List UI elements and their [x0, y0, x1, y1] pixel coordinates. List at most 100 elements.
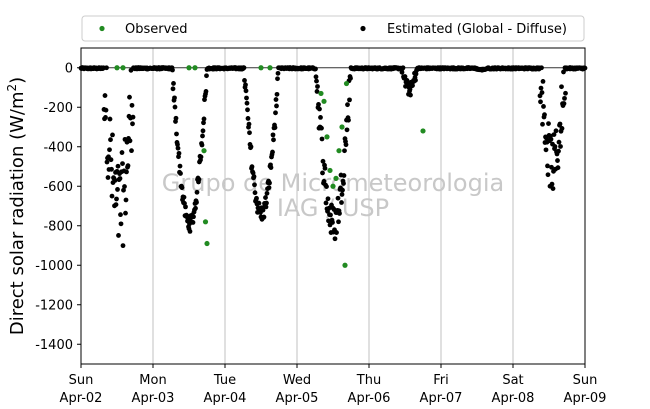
estimated-point	[559, 84, 564, 90]
y-tick-label: -1200	[35, 298, 73, 313]
estimated-point	[193, 205, 198, 211]
observed-point	[114, 65, 120, 71]
estimated-point	[549, 181, 555, 187]
estimated-point	[266, 185, 272, 191]
estimated-point	[107, 147, 112, 153]
estimated-point	[347, 97, 352, 103]
estimated-point	[270, 149, 275, 155]
estimated-point	[241, 65, 247, 71]
estimated-point	[242, 78, 247, 83]
estimated-point	[320, 158, 326, 164]
x-tick-label-date: Apr-06	[348, 391, 391, 406]
estimated-point	[273, 97, 279, 102]
estimated-point	[104, 159, 110, 165]
estimated-point	[172, 104, 178, 110]
estimated-point	[274, 103, 279, 109]
y-axis-label-superscript: 2	[5, 84, 19, 92]
estimated-point	[404, 78, 410, 83]
estimated-point	[549, 164, 554, 170]
x-tick-label-day: Wed	[283, 373, 311, 388]
estimated-point	[252, 190, 258, 196]
observed-point	[343, 80, 350, 87]
estimated-point	[248, 144, 254, 150]
estimated-point	[199, 142, 205, 148]
estimated-point	[125, 163, 131, 169]
estimated-point	[263, 195, 268, 200]
estimated-point	[175, 145, 181, 151]
estimated-point	[553, 128, 559, 134]
estimated-point	[112, 177, 118, 183]
estimated-point	[410, 83, 415, 88]
x-tick-label-date: Apr-08	[492, 391, 535, 406]
estimated-point	[116, 233, 121, 238]
estimated-point	[109, 193, 115, 199]
estimated-point	[105, 175, 111, 180]
observed-point	[120, 65, 126, 71]
y-axis-label-main: Direct solar radiation (W/m	[7, 92, 28, 336]
estimated-point	[539, 90, 545, 95]
estimated-point	[339, 200, 344, 205]
estimated-point	[120, 243, 126, 249]
estimated-point	[260, 207, 266, 213]
estimated-point	[194, 189, 200, 195]
legend-marker-estimated	[360, 25, 366, 32]
observed-point	[204, 240, 210, 247]
estimated-point	[120, 161, 125, 166]
estimated-point	[400, 65, 406, 71]
estimated-point	[268, 165, 274, 170]
estimated-point	[244, 95, 249, 101]
estimated-point	[121, 187, 126, 193]
estimated-point	[321, 178, 327, 184]
estimated-point	[556, 139, 562, 145]
estimated-point	[556, 148, 561, 154]
estimated-point	[183, 204, 188, 210]
estimated-point	[313, 66, 318, 72]
estimated-point	[127, 94, 132, 100]
estimated-point	[264, 200, 269, 206]
estimated-point	[115, 187, 120, 192]
estimated-point	[178, 171, 183, 176]
estimated-point	[555, 158, 560, 163]
estimated-point	[267, 180, 272, 186]
estimated-point	[108, 157, 114, 163]
estimated-point	[558, 144, 563, 149]
estimated-point	[170, 86, 176, 92]
estimated-point	[540, 79, 546, 84]
estimated-point	[545, 163, 550, 169]
estimated-point	[319, 136, 325, 142]
estimated-point	[540, 121, 545, 127]
estimated-point	[110, 132, 115, 138]
estimated-point	[249, 164, 255, 170]
estimated-point	[342, 148, 347, 154]
estimated-point	[118, 221, 124, 227]
estimated-point	[177, 163, 183, 169]
estimated-point	[191, 214, 196, 220]
estimated-point	[335, 195, 341, 201]
observed-point	[327, 167, 333, 174]
estimated-point	[317, 106, 322, 112]
estimated-point	[313, 74, 319, 80]
y-tick-label: -600	[43, 180, 73, 195]
estimated-point	[314, 89, 320, 94]
estimated-point	[256, 200, 262, 206]
estimated-point	[181, 194, 187, 200]
watermark-line-1: Grupo de Micrometeorologia	[162, 169, 504, 197]
y-tick-label: 0	[65, 61, 73, 76]
estimated-point	[552, 144, 558, 149]
observed-point	[201, 148, 207, 154]
estimated-point	[243, 82, 248, 88]
estimated-point	[316, 102, 321, 107]
estimated-point	[114, 196, 119, 202]
grid-layer	[152, 48, 514, 364]
estimated-point	[179, 185, 185, 191]
observed-point	[318, 90, 324, 97]
estimated-point	[170, 67, 175, 73]
estimated-point	[129, 148, 134, 154]
observed-point	[333, 175, 339, 181]
estimated-point	[399, 69, 405, 75]
estimated-point	[348, 75, 353, 81]
estimated-point	[245, 116, 251, 121]
estimated-point	[402, 74, 408, 79]
estimated-point	[539, 65, 544, 71]
estimated-point	[123, 210, 128, 216]
